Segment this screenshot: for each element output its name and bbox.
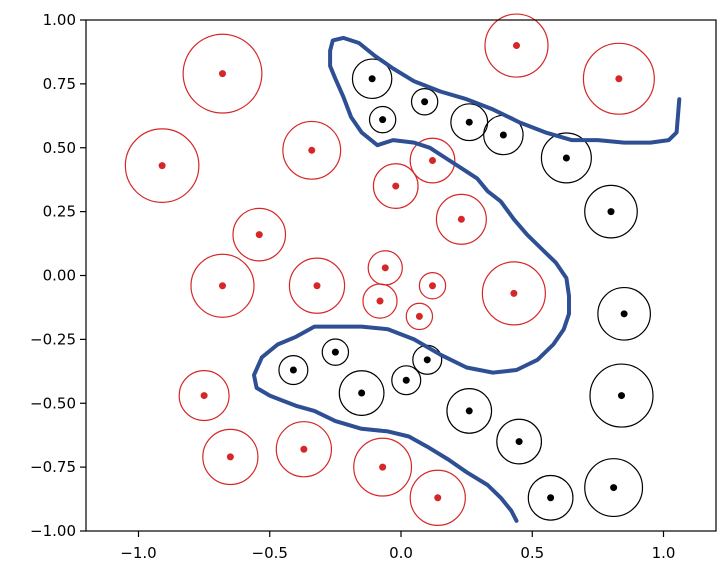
class-a-point (434, 494, 442, 502)
class-a-radius-circle (182, 33, 263, 114)
class-b-radius-circle (446, 388, 493, 434)
class-a-point (255, 231, 263, 239)
x-tick-label: −1.0 (120, 544, 156, 562)
class-a-point (381, 264, 389, 272)
decision-boundary-line (252, 35, 682, 523)
class-b-radius-circle (410, 88, 439, 116)
class-a-point (429, 282, 436, 290)
class-a-radius-circle (582, 42, 655, 115)
class-b-point (618, 392, 625, 400)
point-markers (158, 42, 628, 502)
y-tick-label: 0.00 (43, 267, 76, 285)
class-a-radius-circle (178, 370, 230, 422)
class-a-point (429, 157, 436, 165)
class-b-point (610, 484, 618, 492)
class-b-point (620, 310, 628, 318)
y-tick-label: 0.25 (43, 203, 76, 221)
class-a-radius-circle (275, 421, 333, 478)
class-a-radius-circle (372, 163, 419, 209)
axis-ticks: −1.0 −0.5 0.0 0.5 1.0 1.00 0.75 0.50 0.25 0.00 −0.… (30, 11, 675, 562)
class-a-point (226, 453, 234, 461)
class-a-point (300, 445, 308, 453)
class-b-point (465, 407, 473, 415)
class-a-point (376, 297, 384, 305)
class-b-radius-circle (540, 132, 592, 184)
class-a-point (615, 75, 623, 83)
class-b-radius-circle (589, 363, 654, 428)
class-b-point (423, 356, 431, 364)
y-tick-label: −0.50 (30, 394, 76, 412)
class-a-radius-circle (124, 128, 200, 203)
x-tick-label: 0.5 (520, 544, 544, 562)
class-b-radius-circle (496, 418, 543, 465)
x-tick-label: 0.0 (389, 544, 413, 562)
y-tick-label: 0.50 (43, 139, 76, 157)
class-b-radius-circle (338, 370, 385, 416)
class-a-radius-circle (405, 302, 434, 331)
class-b-point (331, 348, 339, 356)
class-b-point (515, 438, 523, 446)
class-b-radius-circle (584, 458, 644, 518)
class-b-point (465, 118, 473, 126)
class-a-point (392, 182, 400, 190)
class-b-radius-circle (321, 338, 350, 366)
class-a-radius-circle (435, 193, 487, 245)
class-a-point (510, 289, 518, 297)
class-b-point (368, 75, 376, 83)
class-b-radius-circle (368, 105, 397, 134)
class-b-point (379, 116, 387, 124)
class-b-radius-circle (527, 474, 574, 521)
class-a-radius-circle (288, 257, 346, 314)
plot-frame (85, 19, 717, 532)
class-a-point (415, 312, 423, 320)
class-a-point (513, 42, 520, 50)
class-a-radius-circle (190, 253, 255, 318)
x-tick-label: −0.5 (252, 544, 288, 562)
class-b-point (421, 98, 429, 106)
class-a-point (158, 162, 166, 170)
class-b-point (547, 494, 555, 502)
class-a-radius-circle (353, 437, 413, 497)
class-a-point (219, 282, 226, 290)
class-a-point (219, 70, 226, 78)
class-a-radius-circle (232, 207, 287, 262)
class-b-point (607, 208, 615, 216)
class-a-radius-circle (409, 469, 466, 526)
class-a-point (313, 282, 321, 290)
class-b-point (402, 376, 410, 384)
class-a-radius-circle (202, 428, 259, 486)
class-a-radius-circle (418, 271, 447, 300)
class-a-radius-circle (282, 120, 342, 180)
y-tick-label: −0.25 (30, 330, 76, 348)
class-a-radius-circle (409, 137, 456, 184)
class-a-point (379, 463, 387, 471)
class-b-radius-circle (391, 365, 422, 396)
class-b-radius-circle (278, 354, 309, 386)
class-b-point (562, 154, 570, 162)
class-a-point (200, 392, 208, 400)
class-a-radius-circle (481, 261, 546, 326)
class-a-point (308, 146, 316, 154)
y-tick-label: 1.00 (43, 11, 76, 29)
y-tick-label: 0.75 (43, 75, 76, 93)
class-a-radius-circle (484, 13, 549, 78)
y-tick-label: −0.75 (30, 458, 76, 476)
x-tick-label: 1.0 (652, 544, 676, 562)
class-a-point (457, 215, 465, 223)
class-b-radius-circle (351, 58, 393, 100)
y-tick-label: −1.00 (30, 522, 76, 540)
class-b-point (358, 389, 366, 397)
class-b-radius-circle (584, 184, 638, 239)
class-b-radius-circle (597, 286, 651, 341)
class-b-point (289, 366, 297, 374)
class-b-point (499, 131, 507, 139)
class-a-radius-circle (362, 283, 398, 319)
